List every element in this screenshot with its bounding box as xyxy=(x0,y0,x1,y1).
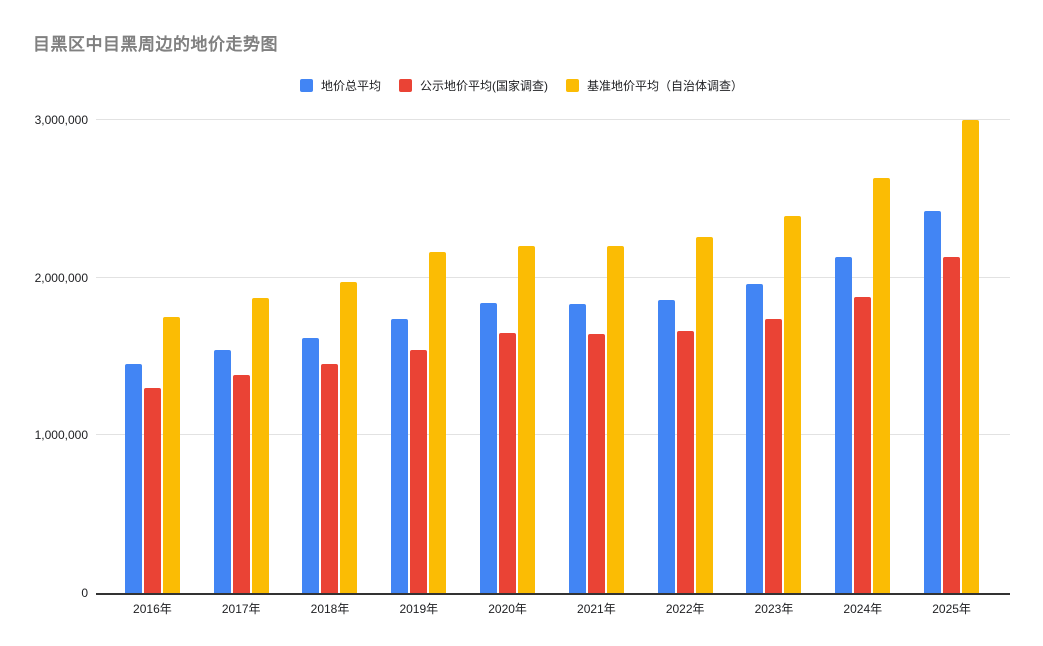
legend-item: 基准地价平均（自治体调查） xyxy=(566,77,743,94)
bar xyxy=(321,364,339,593)
bar xyxy=(232,375,250,593)
x-axis-labels: 2016年 2017年 2018年 2019年 2020年 2021年 2022年 2023年… xyxy=(108,600,996,617)
gridline xyxy=(96,434,1010,436)
y-tick-label: 0 xyxy=(81,586,88,600)
bar-group xyxy=(907,120,996,593)
bar xyxy=(251,298,269,593)
x-tick-label: 2023年 xyxy=(754,602,794,616)
y-axis-labels: 0 1,000,000 2,000,000 3,000,000 xyxy=(0,113,88,600)
bar-group xyxy=(730,120,819,593)
bar xyxy=(695,236,713,593)
legend-swatch-icon xyxy=(299,79,313,92)
bar xyxy=(924,211,942,593)
chart-title: 目黑区中目黑周边的地价走势图 xyxy=(33,35,278,54)
bar xyxy=(518,246,536,593)
bar xyxy=(302,337,320,593)
x-tick-label: 2018年 xyxy=(310,602,350,616)
x-tick-label: 2022年 xyxy=(665,602,705,616)
bar xyxy=(391,318,409,593)
legend-label: 基准地价平均（自治体调查） xyxy=(587,79,744,93)
bar-group xyxy=(818,120,907,593)
x-tick-label: 2025年 xyxy=(932,602,971,616)
bar-group xyxy=(197,120,286,593)
bar xyxy=(162,317,180,593)
bar xyxy=(765,318,783,593)
bar xyxy=(429,252,447,593)
legend-label: 公示地价平均(国家调查) xyxy=(420,79,548,93)
x-tick-label: 2019年 xyxy=(399,602,439,616)
bar xyxy=(499,332,517,593)
bar xyxy=(410,350,428,593)
bar xyxy=(854,296,872,593)
bar xyxy=(746,283,764,593)
y-tick-label: 1,000,000 xyxy=(34,428,88,443)
bar-group xyxy=(108,120,197,593)
legend-swatch-icon xyxy=(399,79,412,92)
y-tick-label: 2,000,000 xyxy=(34,270,88,285)
legend: 地价总平均 公示地价平均(国家调查) 基准地价平均（自治体调查） xyxy=(0,77,1043,94)
bar-group xyxy=(374,120,463,593)
y-tick-label: 3,000,000 xyxy=(34,113,88,127)
bar xyxy=(568,304,586,593)
bar xyxy=(962,120,980,593)
gridline xyxy=(96,119,1010,120)
bars-row xyxy=(108,120,996,593)
bar xyxy=(143,388,161,593)
bar xyxy=(124,364,142,593)
gridline xyxy=(96,276,1010,278)
bar xyxy=(213,350,231,593)
bar-group xyxy=(552,120,641,593)
bar xyxy=(657,299,675,593)
x-tick-label: 2021年 xyxy=(577,602,616,616)
bar-group xyxy=(641,120,730,593)
legend-item: 地价总平均 xyxy=(299,77,381,94)
bar xyxy=(587,334,605,593)
legend-label: 地价总平均 xyxy=(320,79,381,93)
bar xyxy=(606,246,624,593)
bar xyxy=(480,302,498,593)
legend-swatch-icon xyxy=(566,79,579,92)
bar xyxy=(340,282,358,593)
x-tick-label: 2017年 xyxy=(221,602,261,616)
bar xyxy=(943,257,961,593)
x-tick-label: 2016年 xyxy=(133,602,172,616)
plot-area xyxy=(96,119,1010,595)
bar-group xyxy=(286,120,375,593)
bar xyxy=(784,216,802,593)
bar xyxy=(676,331,694,593)
bar xyxy=(873,178,891,593)
x-tick-label: 2020年 xyxy=(488,602,527,616)
legend-item: 公示地价平均(国家调查) xyxy=(399,77,548,94)
bar xyxy=(835,257,853,593)
bar-group xyxy=(463,120,552,593)
x-tick-label: 2024年 xyxy=(843,602,883,616)
